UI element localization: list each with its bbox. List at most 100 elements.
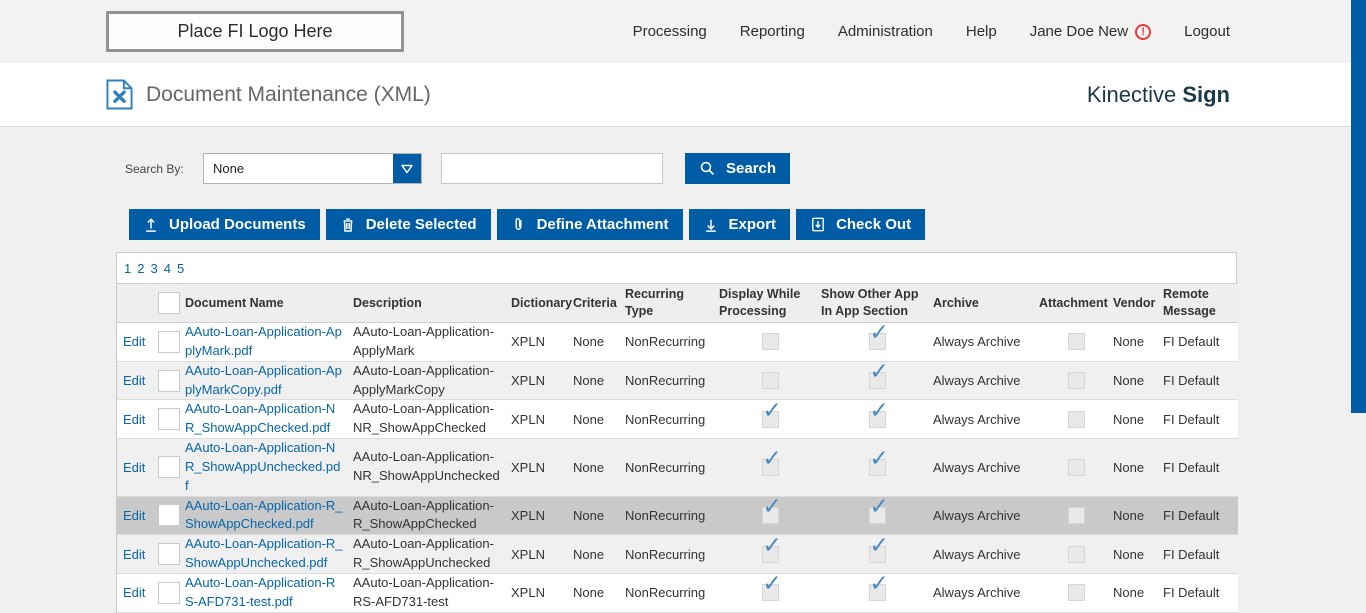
dictionary-cell: XPLN (511, 438, 573, 497)
show-other-app-checkbox: ✓ (868, 534, 889, 563)
table-row[interactable]: Edit AAuto-Loan-Application-ApplyMarkCopy… (117, 361, 1238, 401)
archive-cell: Always Archive (933, 573, 1039, 613)
nav-item-help[interactable]: Help (966, 23, 997, 40)
search-by-selected-value: None (213, 161, 245, 176)
table-row[interactable]: Edit AAuto-Loan-Application-R_ShowAppChec… (117, 493, 1238, 536)
edit-link[interactable]: Edit (123, 459, 146, 475)
fi-logo-placeholder[interactable]: Place FI Logo Here (106, 11, 404, 52)
row-checkbox[interactable] (158, 581, 180, 604)
show-other-app-checkbox: ✓ (868, 361, 889, 390)
table-row[interactable]: Edit AAuto-Loan-Application-R_ShowAppUnch… (117, 534, 1238, 574)
nav-item-processing[interactable]: Processing (633, 23, 707, 40)
page-link-4[interactable]: 4 (163, 260, 171, 276)
display-while-processing-checkbox: ✓ (761, 534, 782, 563)
description-cell: AAuto-Loan-Application-R_ShowAppChecked (353, 496, 511, 536)
checkmark-icon: ✓ (869, 532, 889, 559)
recurring-type-cell: NonRecurring (625, 496, 719, 536)
document-name-link[interactable]: AAuto-Loan-Application-R_ShowAppChecked.… (185, 497, 343, 532)
edit-link[interactable]: Edit (123, 546, 146, 562)
checkmark-icon: ✓ (762, 493, 782, 520)
description-cell: AAuto-Loan-Application-ApplyMark (353, 322, 511, 362)
row-checkbox[interactable] (158, 456, 180, 479)
edit-link[interactable]: Edit (123, 585, 146, 601)
document-name-link[interactable]: AAuto-Loan-Application-RS-AFD731-test.pd… (185, 574, 336, 609)
table-header: Document Name Description Dictionary Criter… (117, 283, 1238, 323)
check-out-button[interactable]: Check Out (796, 209, 926, 240)
description-cell: AAuto-Loan-Application-R_ShowAppUnchecke… (353, 534, 511, 574)
description-cell: AAuto-Loan-Application-ApplyMarkCopy (353, 361, 511, 401)
document-name-link[interactable]: AAuto-Loan-Application-R_ShowAppUnchecke… (185, 536, 343, 571)
checkmark-icon: ✓ (869, 571, 889, 598)
dictionary-cell: XPLN (511, 534, 573, 574)
chevron-down-icon[interactable] (393, 154, 421, 183)
row-checkbox[interactable] (158, 543, 180, 566)
nav-item-jane-doe-new[interactable]: Jane Doe New! (1030, 23, 1152, 40)
display-while-processing-cell: ✓ (719, 438, 821, 497)
attachment-checkbox (1067, 372, 1085, 390)
table-row[interactable]: Edit AAuto-Loan-Application-NR_ShowAppChe… (117, 399, 1238, 440)
edit-link[interactable]: Edit (123, 334, 146, 350)
search-icon (699, 160, 716, 177)
search-input[interactable] (441, 153, 663, 184)
remote-message-cell: FI Default (1163, 534, 1238, 574)
column-header-vendor: Vendor (1113, 283, 1163, 323)
edit-link[interactable]: Edit (123, 411, 146, 427)
vendor-cell: None (1113, 322, 1163, 362)
edit-link[interactable]: Edit (123, 507, 146, 523)
scrollbar-thumb[interactable] (1351, 0, 1366, 413)
export-button[interactable]: Export (688, 209, 791, 240)
show-other-app-cell: ✓ (821, 399, 933, 440)
row-checkbox[interactable] (158, 408, 180, 431)
search-button[interactable]: Search (685, 153, 791, 184)
attachment-cell (1039, 399, 1113, 440)
dictionary-cell: XPLN (511, 361, 573, 401)
search-by-dropdown[interactable]: None (203, 153, 422, 184)
page-link-1[interactable]: 1 (124, 260, 132, 276)
nav-item-administration[interactable]: Administration (838, 23, 933, 40)
document-name-link[interactable]: AAuto-Loan-Application-NR_ShowAppUncheck… (185, 440, 341, 493)
paperclip-icon (511, 216, 527, 233)
recurring-type-cell: NonRecurring (625, 438, 719, 497)
title-bar: Document Maintenance (XML) Kinective Sig… (0, 63, 1366, 127)
button-label: Delete Selected (365, 216, 477, 233)
table-row[interactable]: Edit AAuto-Loan-Application-NR_ShowAppUnc… (117, 438, 1238, 497)
remote-message-cell: FI Default (1163, 573, 1238, 613)
search-row: Search By: None Search (125, 153, 791, 184)
page-link-2[interactable]: 2 (137, 260, 145, 276)
nav-item-reporting[interactable]: Reporting (740, 23, 805, 40)
nav-item-logout[interactable]: Logout (1184, 23, 1230, 40)
document-name-link[interactable]: AAuto-Loan-Application-ApplyMarkCopy.pdf (185, 362, 342, 397)
edit-cell: Edit (117, 361, 153, 401)
page-link-5[interactable]: 5 (176, 260, 185, 276)
dictionary-cell: XPLN (511, 399, 573, 440)
edit-cell: Edit (117, 399, 153, 440)
column-header-description: Description (353, 283, 511, 323)
vendor-cell: None (1113, 534, 1163, 574)
document-name-link[interactable]: AAuto-Loan-Application-ApplyMark.pdf (185, 324, 342, 358)
criteria-cell: None (573, 399, 625, 440)
archive-cell: Always Archive (933, 361, 1039, 401)
upload-documents-button[interactable]: Upload Documents (129, 209, 320, 240)
display-while-processing-checkbox (761, 372, 779, 390)
search-button-label: Search (726, 160, 777, 177)
display-while-processing-checkbox: ✓ (761, 399, 782, 428)
row-checkbox[interactable] (158, 330, 180, 353)
show-other-app-checkbox: ✓ (868, 573, 889, 602)
edit-link[interactable]: Edit (123, 373, 146, 389)
row-checkbox[interactable] (158, 504, 180, 527)
define-attachment-button[interactable]: Define Attachment (496, 209, 683, 240)
table-row[interactable]: Edit AAuto-Loan-Application-RS-AFD731-tes… (117, 573, 1238, 613)
button-label: Define Attachment (536, 216, 669, 233)
top-bar: Place FI Logo Here Processing Reporting Ad… (0, 0, 1366, 63)
document-name-link[interactable]: AAuto-Loan-Application-NR_ShowAppChecked… (185, 401, 336, 436)
table-row[interactable]: Edit AAuto-Loan-Application-ApplyMark.pdf… (117, 322, 1238, 362)
row-checkbox[interactable] (158, 369, 180, 392)
delete-selected-button[interactable]: Delete Selected (325, 209, 491, 240)
column-header-recurring-type: Recurring Type (625, 283, 719, 323)
page-link-3[interactable]: 3 (150, 260, 158, 276)
dictionary-cell: XPLN (511, 322, 573, 362)
select-all-checkbox[interactable] (158, 292, 180, 314)
remote-message-cell: FI Default (1163, 322, 1238, 362)
row-checkbox-cell (153, 322, 185, 362)
remote-message-cell: FI Default (1163, 496, 1238, 536)
